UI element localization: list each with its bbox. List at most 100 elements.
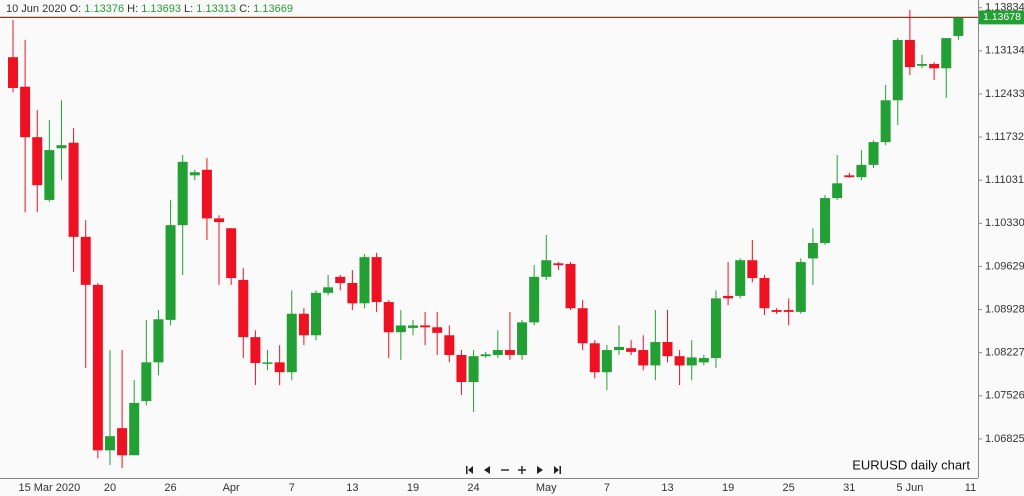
y-tick-label: 1.08928 [985, 303, 1024, 315]
candle-body [177, 161, 188, 226]
x-tick-label: 19 [722, 482, 734, 494]
candle-body [517, 322, 528, 355]
nav-last[interactable] [554, 466, 561, 474]
candle-body [735, 260, 746, 296]
y-tick-label: 1.08227 [985, 347, 1024, 359]
nav-next[interactable] [537, 466, 543, 474]
candle-body [359, 257, 370, 304]
candle-body [904, 39, 915, 68]
current-price-tag [979, 10, 1024, 25]
header-value: 1.13313 [196, 3, 236, 15]
candle-body [117, 428, 128, 456]
candle-body [492, 350, 503, 355]
candle-body [759, 278, 770, 309]
candle-body [723, 295, 734, 299]
candle-body [44, 150, 55, 200]
x-tick-label: 13 [346, 482, 358, 494]
candle-body [638, 350, 649, 366]
candle-body [565, 263, 576, 309]
candle-body [189, 172, 200, 176]
header-label: C: [239, 3, 250, 15]
candle-body [832, 183, 843, 199]
y-tick-label: 1.07526 [985, 390, 1024, 402]
candle-body [141, 362, 152, 402]
candle-body [880, 100, 891, 143]
x-tick-label: 25 [783, 482, 795, 494]
x-tick-label: Apr [223, 482, 240, 494]
header-label: L: [184, 3, 193, 15]
x-tick-label: 19 [407, 482, 419, 494]
candle-body [32, 137, 43, 186]
candle-body [771, 310, 782, 312]
candle-body [589, 343, 600, 373]
candle-body [371, 257, 382, 303]
candle-body [844, 175, 855, 178]
y-tick-label: 1.11031 [985, 174, 1024, 186]
header-label: O: [70, 3, 82, 15]
candle-body [68, 142, 79, 237]
nav-first[interactable] [466, 466, 473, 474]
x-tick-label: 7 [289, 482, 295, 494]
candle-body [92, 284, 103, 451]
candle-body [577, 308, 588, 344]
candle-body [298, 313, 309, 336]
candle-body [601, 350, 612, 373]
candle-body [953, 17, 964, 36]
candle-body [80, 236, 91, 285]
y-tick-label: 1.12433 [985, 88, 1024, 100]
candle-body [941, 38, 952, 69]
candle-body [432, 327, 443, 333]
candle-body [929, 63, 940, 69]
header: 10 Jun 2020 O: 1.13376 H: 1.13693 L: 1.1… [6, 3, 293, 15]
candle-body [614, 346, 624, 351]
candle-body [226, 228, 237, 279]
header-label: H: [127, 3, 138, 15]
x-tick-label: 7 [604, 482, 610, 494]
candle-body [917, 63, 927, 66]
candle-body [420, 325, 431, 328]
candle-body [856, 164, 867, 178]
x-tick-label: 13 [661, 482, 673, 494]
candle-body [456, 354, 467, 383]
header-value: 1.13376 [84, 3, 124, 15]
y-tick-label: 1.06825 [985, 433, 1024, 445]
candle-body [686, 357, 697, 366]
x-tick-label: 5 Jun [896, 482, 923, 494]
candle-body [129, 402, 140, 456]
candle-body [892, 39, 903, 101]
candle-body [662, 342, 673, 357]
candle-body [323, 287, 334, 293]
candle-body [383, 302, 394, 333]
y-tick-label: 1.13134 [985, 45, 1024, 57]
x-tick-label: 15 Mar 2020 [18, 482, 80, 494]
candle-body [480, 354, 491, 357]
candle-body [395, 325, 406, 333]
nav-prev[interactable] [484, 466, 490, 474]
candle-body [747, 260, 758, 279]
candle-body [710, 298, 721, 359]
current-price-label: 1.13678 [983, 11, 1021, 23]
x-tick-label: 24 [467, 482, 479, 494]
x-tick-label: 20 [104, 482, 116, 494]
candle-body [553, 263, 564, 266]
y-tick-label: 1.11732 [985, 131, 1024, 143]
navigation [466, 466, 561, 474]
candle-body [529, 276, 540, 323]
candle-body [250, 337, 261, 363]
candle-body [407, 325, 418, 328]
footnote: EURUSD daily chart [852, 457, 970, 472]
candle-body [201, 169, 212, 219]
candle-body [868, 142, 879, 165]
candle-body [674, 356, 685, 366]
header-value: 1.13693 [141, 3, 181, 15]
candle-body [698, 358, 709, 363]
nav-zoom-out[interactable] [501, 469, 509, 471]
candle-body [56, 145, 67, 149]
candle-body [820, 198, 831, 243]
candle-body [165, 225, 176, 320]
nav-zoom-in[interactable] [518, 466, 526, 474]
x-tick-label: 11 [965, 482, 976, 494]
candle-body [238, 279, 249, 338]
